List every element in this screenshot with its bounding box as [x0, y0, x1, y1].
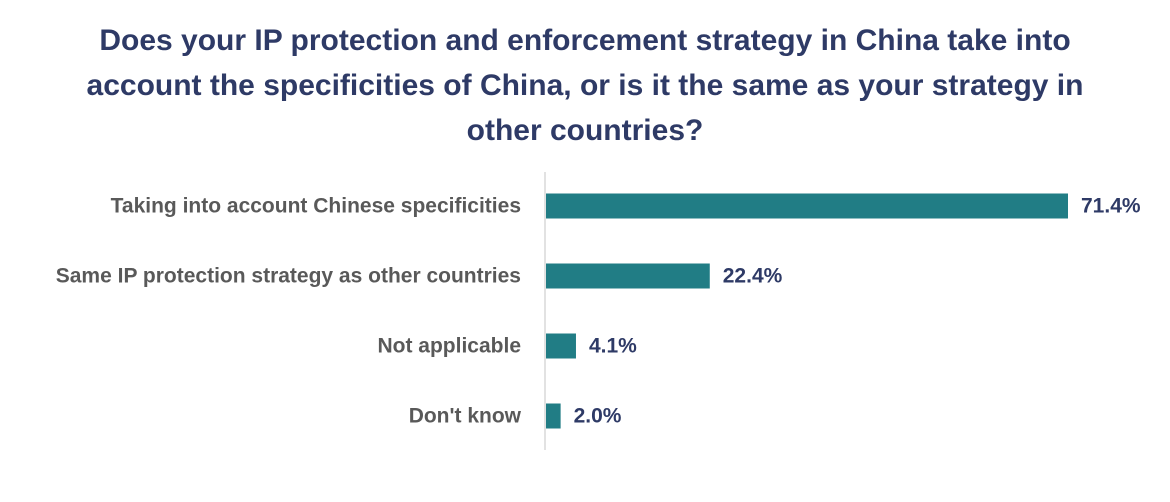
category-label: Taking into account Chinese specificitie…: [111, 195, 521, 218]
value-label: 71.4%: [1081, 195, 1141, 218]
value-label: 4.1%: [589, 335, 637, 358]
chart-title: Does your IP protection and enforcement …: [86, 24, 1084, 147]
value-label: 22.4%: [723, 265, 783, 288]
value-label: 2.0%: [574, 405, 622, 428]
bar: [546, 333, 576, 359]
category-label: Don't know: [409, 405, 522, 428]
bar: [546, 263, 710, 289]
category-label: Not applicable: [377, 335, 521, 358]
bar: [546, 403, 561, 429]
bar: [546, 193, 1068, 219]
category-label: Same IP protection strategy as other cou…: [56, 265, 521, 288]
